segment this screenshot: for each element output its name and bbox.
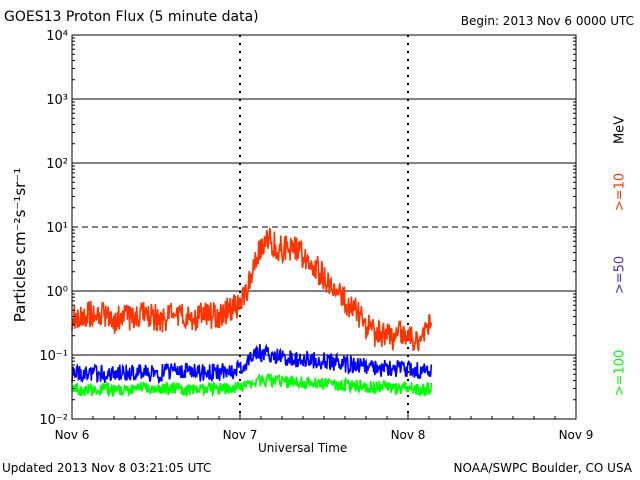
x-tick-label-1: Nov 7	[223, 428, 258, 442]
legend-ge10: >=10	[612, 172, 628, 212]
y-tick-label-0: 10⁰	[46, 285, 68, 300]
x-tick-label-0: Nov 6	[55, 428, 90, 442]
credit-text: NOAA/SWPC Boulder, CO USA	[453, 461, 632, 475]
x-axis-label: Universal Time	[258, 441, 348, 455]
series-line-10	[71, 226, 433, 352]
y-axis-ticks: 10⁻² 10⁻¹ 10⁰ 10¹ 10² 10³ 10⁴	[39, 29, 576, 428]
x-axis-ticks: Nov 6 Nov 7 Nov 8 Nov 9	[55, 413, 594, 442]
x-tick-label-2: Nov 8	[391, 428, 426, 442]
begin-time-label: Begin: 2013 Nov 6 0000 UTC	[460, 14, 634, 28]
y-tick-label-2: 10²	[46, 157, 68, 172]
y-tick-label-1: 10¹	[46, 221, 68, 236]
y-axis-label: Particles cm⁻²s⁻¹sr⁻¹	[11, 167, 29, 323]
energy-unit-label: MeV	[612, 115, 628, 145]
x-tick-label-3: Nov 9	[559, 428, 594, 442]
legend-ge50: >=50	[612, 255, 628, 295]
y-tick-label--2: 10⁻²	[39, 413, 68, 428]
series-line-50	[71, 343, 433, 385]
updated-timestamp: Updated 2013 Nov 8 03:21:05 UTC	[2, 461, 212, 475]
series-line-100	[71, 372, 433, 398]
y-tick-label--1: 10⁻¹	[39, 349, 68, 364]
grid-lines	[72, 35, 576, 419]
y-tick-label-3: 10³	[46, 93, 68, 108]
series-layer	[71, 226, 433, 398]
chart-title: GOES13 Proton Flux (5 minute data)	[4, 9, 259, 25]
legend-ge100: >=100	[612, 349, 628, 397]
y-tick-label-4: 10⁴	[46, 29, 68, 44]
